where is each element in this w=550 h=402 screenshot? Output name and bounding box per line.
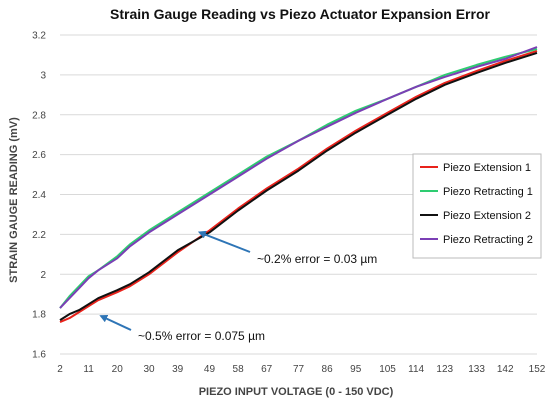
series-line-3 — [59, 51, 538, 321]
x-tick-label: 123 — [436, 364, 453, 375]
x-axis-ticks: 2 11 20 30 39 49 58 67 77 86 95 105 114 123 133 142 152 — [57, 364, 546, 375]
x-tick-label: 30 — [143, 364, 155, 375]
x-tick-label: 105 — [379, 364, 396, 375]
series-line-4 — [59, 46, 538, 309]
x-tick-label: 77 — [293, 364, 305, 375]
y-tick-label: 1.8 — [32, 310, 46, 321]
series-line-2 — [59, 48, 538, 309]
annotation-label: ~0.5% error = 0.075 µm — [138, 329, 265, 343]
y-tick-label: 2.2 — [32, 230, 46, 241]
chart-title: Strain Gauge Reading vs Piezo Actuator E… — [110, 6, 490, 22]
x-tick-label: 142 — [497, 364, 514, 375]
y-axis-ticks: 1.6 1.8 2 2.2 2.4 2.6 2.8 3 3.2 — [32, 31, 46, 361]
y-tick-label: 2.4 — [32, 190, 46, 201]
legend-label: Piezo Retracting 1 — [443, 186, 533, 198]
x-tick-label: 2 — [57, 364, 63, 375]
x-tick-label: 133 — [468, 364, 485, 375]
y-tick-label: 2.8 — [32, 110, 46, 121]
x-tick-label: 152 — [529, 364, 546, 375]
x-tick-label: 11 — [83, 364, 94, 375]
legend: Piezo Extension 1 Piezo Retracting 1 Piezo… — [412, 153, 542, 259]
legend-label: Piezo Retracting 2 — [443, 234, 533, 246]
x-axis-title: PIEZO INPUT VOLTAGE (0 - 150 VDC) — [199, 386, 394, 398]
y-tick-label: 1.6 — [32, 350, 46, 361]
legend-label: Piezo Extension 1 — [443, 162, 531, 174]
legend-label: Piezo Extension 2 — [443, 210, 531, 222]
x-tick-label: 20 — [112, 364, 124, 375]
x-tick-label: 39 — [172, 364, 184, 375]
annotation-arrow — [197, 230, 251, 253]
y-tick-label: 3.2 — [32, 31, 46, 42]
y-axis-title: STRAIN GAUGE READING (mV) — [8, 117, 20, 283]
x-tick-label: 114 — [408, 364, 424, 375]
annotation-arrow — [99, 315, 132, 331]
y-tick-label: 2.6 — [32, 150, 46, 161]
annotations: ~0.2% error = 0.03 µm ~0.5% error = 0.075… — [99, 230, 377, 343]
series-lines — [59, 46, 538, 324]
x-tick-label: 67 — [261, 364, 273, 375]
series-line-1 — [59, 49, 538, 324]
x-tick-label: 86 — [322, 364, 334, 375]
legend-box — [412, 153, 542, 259]
y-tick-label: 2 — [40, 270, 46, 281]
annotation-label: ~0.2% error = 0.03 µm — [257, 252, 377, 266]
y-tick-label: 3 — [40, 70, 46, 81]
gridlines — [60, 34, 537, 355]
x-tick-label: 49 — [204, 364, 216, 375]
x-tick-label: 95 — [350, 364, 362, 375]
x-tick-label: 58 — [233, 364, 245, 375]
